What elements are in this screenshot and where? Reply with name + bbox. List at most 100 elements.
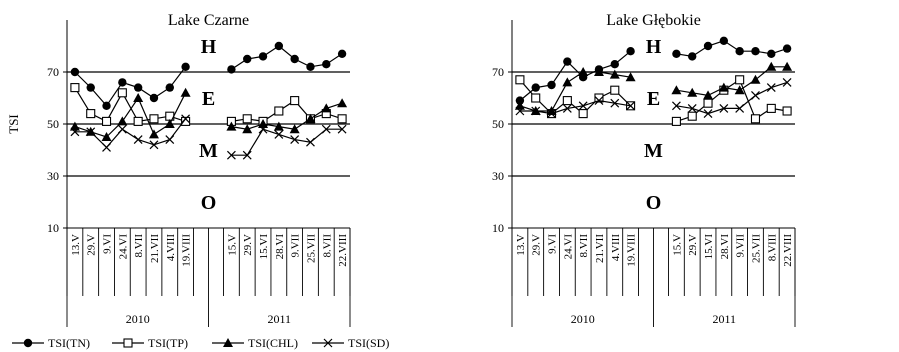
chart-1: Lake Czarne 10 30 50 70 TSI H E M O 13.V 29.V 9.VI 24… (6, 12, 351, 327)
x-tick-label: 28.VI (719, 234, 731, 260)
data-point (782, 106, 792, 116)
series-tsi-tn (70, 41, 347, 111)
data-point (751, 90, 760, 100)
data-point (625, 72, 636, 82)
data-point (671, 85, 682, 95)
legend-item: TSI(TP) (112, 336, 188, 350)
x-tick-label: 29.V (531, 234, 543, 256)
zone-label: E (647, 88, 660, 110)
zone-label: O (646, 192, 662, 214)
data-point (563, 57, 572, 66)
data-point (687, 111, 697, 121)
data-point (306, 62, 315, 71)
data-point (321, 124, 331, 134)
x-tick-label: 29.V (687, 234, 699, 256)
x-tick-label: 21.VII (594, 234, 606, 263)
data-point (735, 103, 745, 113)
data-point (165, 83, 174, 92)
data-point (547, 109, 556, 119)
data-point (515, 106, 525, 116)
zone-label: H (201, 36, 217, 58)
data-point (531, 93, 541, 103)
legend-label: TSI(TN) (48, 336, 90, 350)
x-tick-label: 8.VIII (766, 234, 778, 262)
data-point (86, 83, 95, 92)
data-point (703, 90, 714, 100)
data-point (133, 83, 143, 92)
y-tick-label: 10 (492, 221, 504, 235)
data-point (117, 88, 127, 98)
data-point (578, 101, 588, 111)
data-point (703, 109, 713, 119)
data-point (274, 129, 284, 139)
data-point (703, 41, 713, 51)
series-tsi-sd (70, 114, 347, 160)
data-point (719, 36, 729, 45)
data-point (242, 150, 252, 160)
y-tick-label: 50 (47, 117, 59, 131)
data-point (750, 114, 761, 124)
zone-label: M (644, 140, 663, 162)
chart-2: Lake Głębokie 10 30 50 70 H E M O 13.V 29.V 9.VI 24.… (492, 12, 796, 327)
series-line (519, 99, 631, 115)
x-tick-label: 15.VI (258, 234, 270, 260)
data-point (337, 49, 347, 58)
data-point (703, 98, 713, 108)
data-point (226, 150, 236, 160)
x-tick-label: 24.VI (562, 234, 574, 260)
data-point (117, 116, 128, 126)
x-tick-label: 9.VII (735, 234, 747, 258)
y-tick-label: 30 (492, 169, 504, 183)
data-point (337, 114, 347, 124)
data-point (70, 67, 80, 77)
x-tick-label: 25.VII (305, 234, 317, 263)
y-axis-label: TSI (6, 114, 21, 134)
y-tick-label: 70 (47, 65, 59, 79)
data-point (180, 87, 191, 97)
x-tick-label: 21.VII (149, 234, 161, 263)
data-point (687, 87, 698, 97)
data-point (70, 127, 80, 137)
x-tick-label: 13.V (70, 234, 82, 256)
x-tick-label: 25.VII (750, 234, 762, 263)
data-point (305, 113, 316, 123)
x-tick-label: 15.V (226, 234, 238, 256)
data-point (69, 121, 80, 131)
data-point (671, 116, 681, 126)
data-point (626, 47, 635, 56)
legend-marker (123, 338, 133, 348)
data-point (289, 124, 300, 134)
data-point (735, 47, 744, 56)
group-label: 2011 (267, 312, 291, 326)
y-tick-label: 50 (492, 117, 504, 131)
data-point (610, 85, 620, 95)
x-tick-label: 4.VIII (610, 234, 622, 262)
data-point (242, 124, 253, 134)
data-point (102, 101, 111, 111)
x-tick-label: 9.VI (102, 234, 114, 254)
data-point (735, 75, 745, 85)
data-point (258, 119, 269, 128)
data-point (86, 127, 96, 137)
data-point (274, 106, 284, 116)
data-point (101, 132, 112, 141)
x-tick-label: 19.VIII (181, 234, 193, 267)
data-point (243, 54, 252, 64)
data-point (242, 114, 252, 124)
data-point (86, 109, 96, 119)
data-point (593, 67, 604, 76)
data-point (321, 103, 332, 113)
zone-label: E (202, 88, 215, 110)
x-tick-label: 8.VII (578, 234, 590, 258)
legend-item: TSI(TN) (12, 336, 90, 350)
x-tick-label: 15.VI (703, 234, 715, 260)
data-point (117, 124, 127, 134)
data-point (719, 103, 729, 113)
legend: TSI(TN) TSI(TP) TSI(CHL) TSI(SD) (12, 336, 389, 350)
data-point (165, 135, 175, 145)
data-point (322, 59, 331, 69)
data-point (290, 96, 300, 106)
data-point (290, 135, 300, 145)
data-point (578, 109, 588, 119)
